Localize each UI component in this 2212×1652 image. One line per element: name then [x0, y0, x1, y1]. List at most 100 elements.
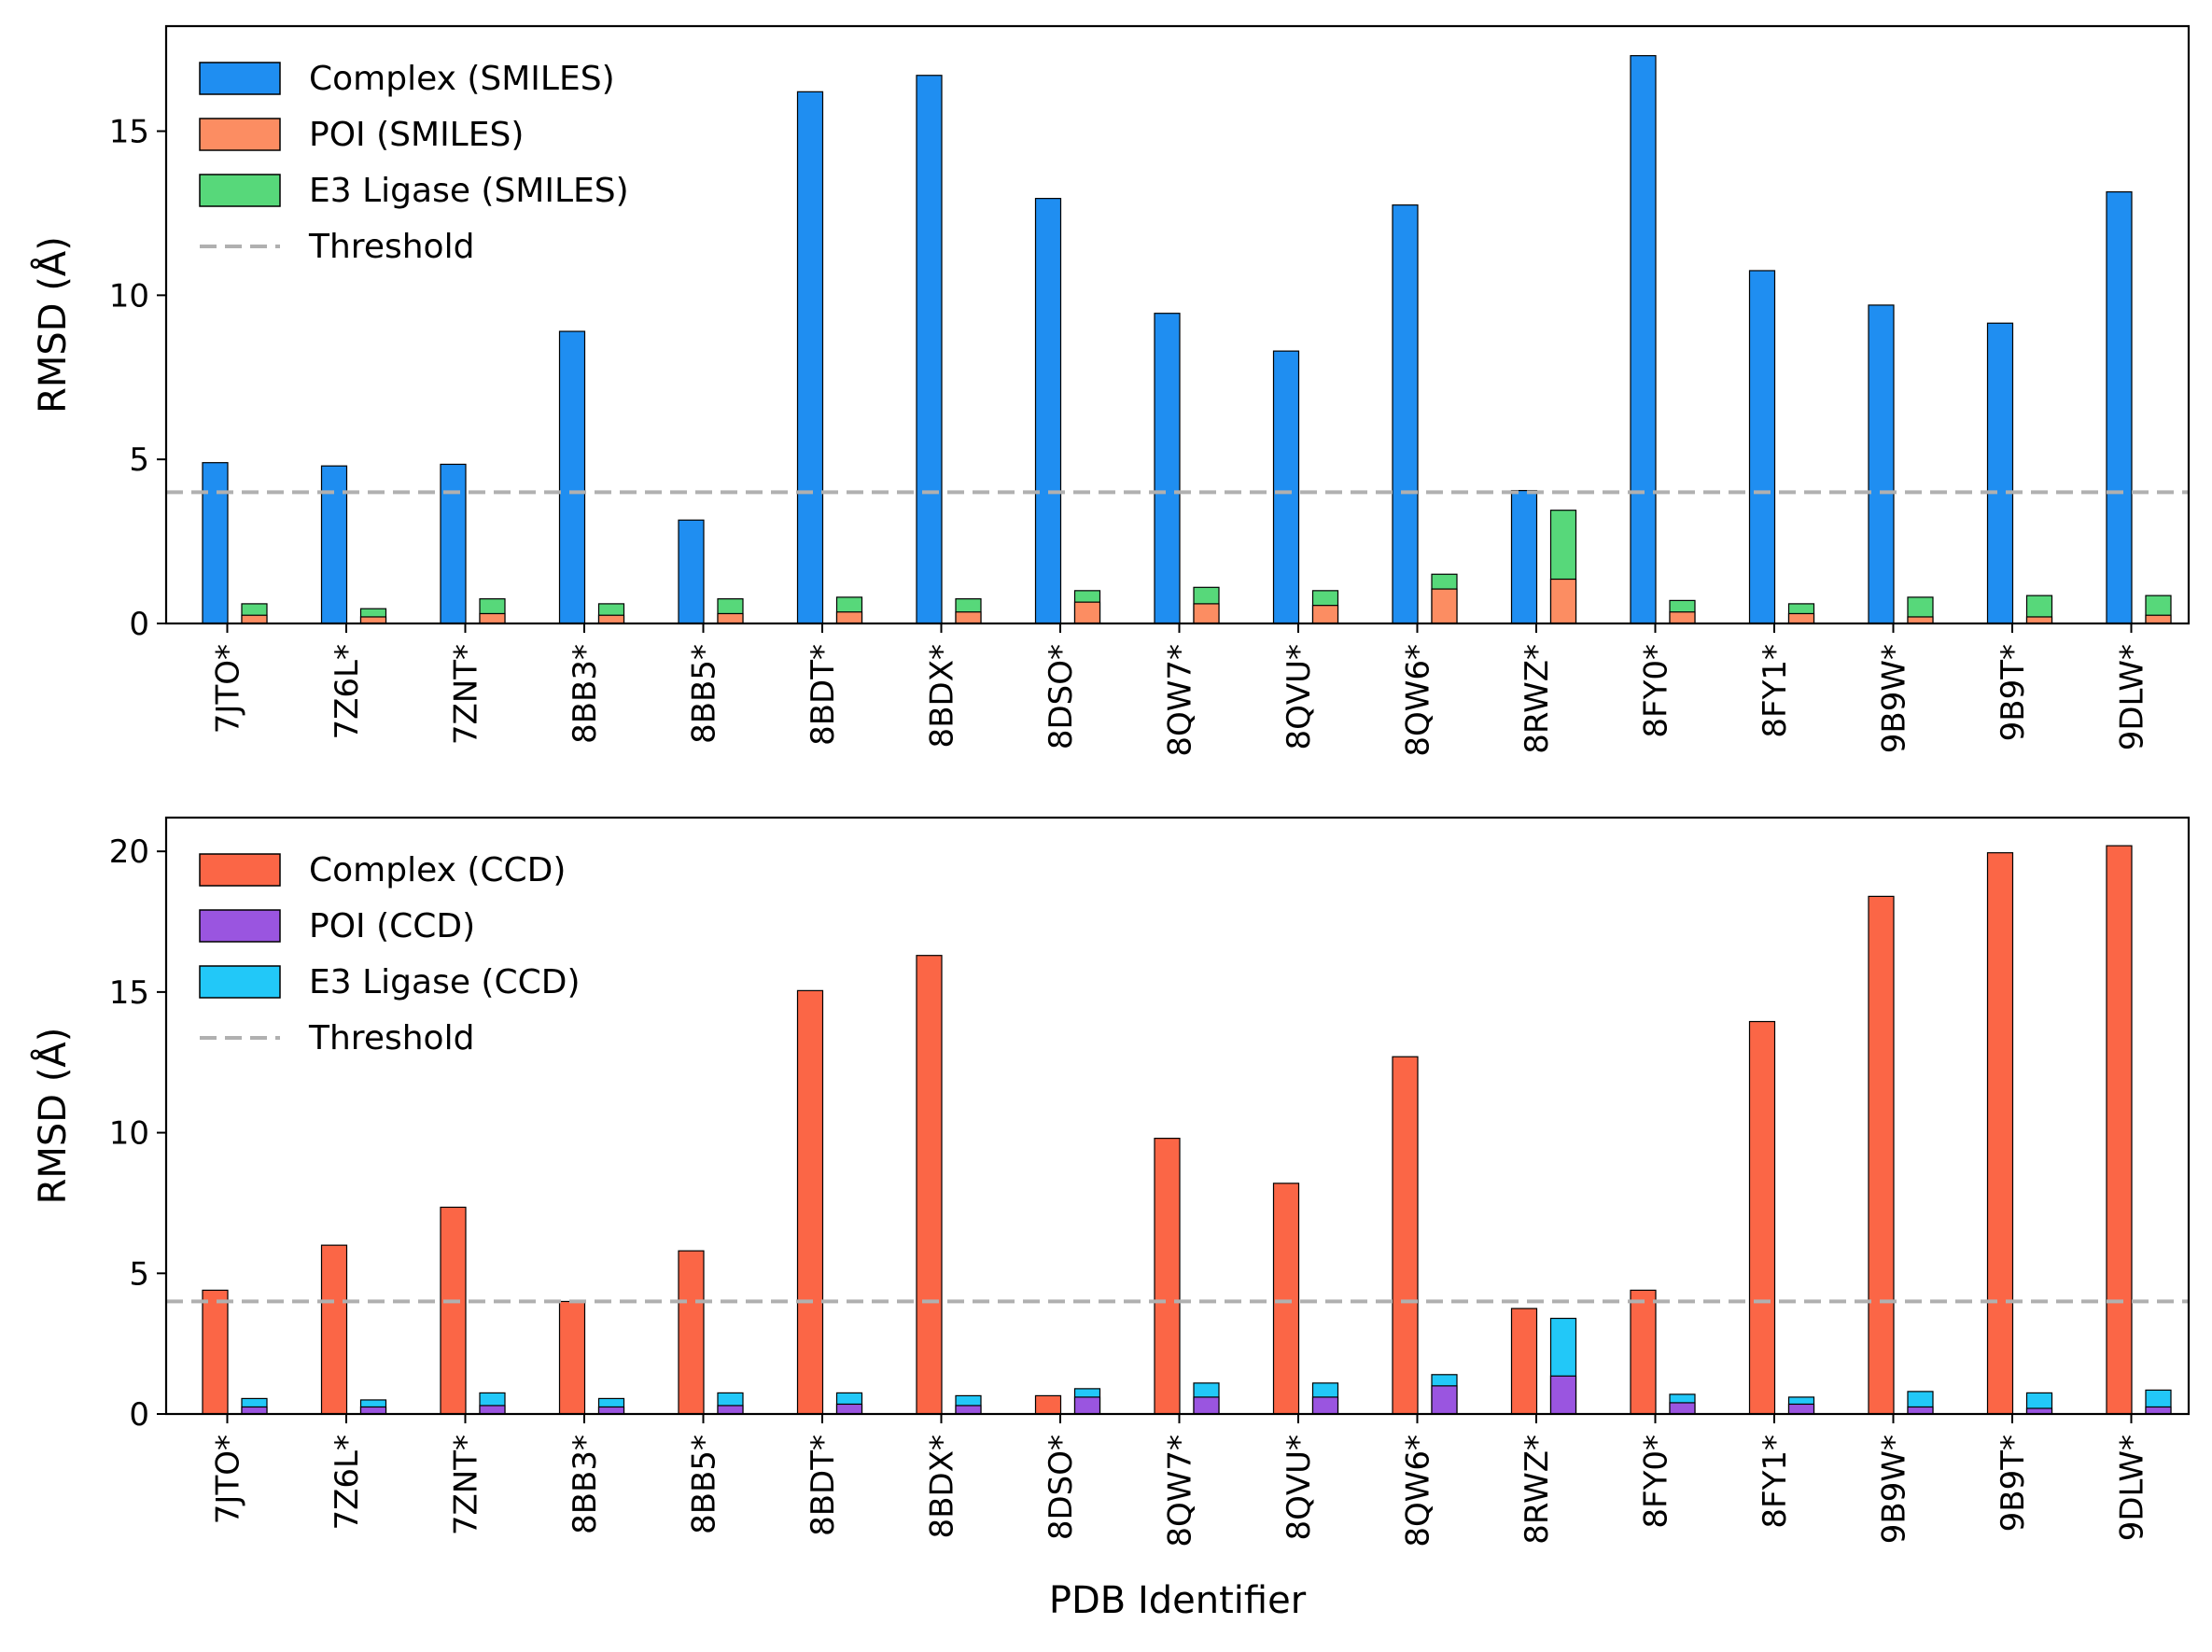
x-tick-label-8DSO: 8DSO* [1043, 1435, 1080, 1540]
bar-poi-8FY1 [1787, 612, 1815, 624]
x-tick-label-9B9T: 9B9T* [1995, 1435, 2032, 1532]
x-tick-label-8QW7: 8QW7* [1162, 1435, 1199, 1547]
bar-complex-8FY0 [1630, 1289, 1657, 1415]
y-tick-label: 15 [109, 114, 149, 151]
bar-poi-8BB3 [597, 1406, 625, 1415]
legend-swatch [199, 909, 281, 943]
bar-complex-7Z6L [320, 465, 348, 624]
bar-poi-8QVU [1311, 605, 1339, 624]
bar-complex-9B9W [1868, 895, 1895, 1415]
bar-complex-9B9T [1986, 322, 2014, 624]
bar-complex-8QW6 [1392, 1056, 1419, 1415]
bar-poi-8QW7 [1193, 1396, 1220, 1415]
bar-poi-8FY0 [1669, 611, 1696, 624]
bar-complex-8BB3 [558, 330, 586, 624]
bar-complex-7JTO [202, 1289, 229, 1415]
bar-poi-7ZNT [479, 612, 506, 624]
bar-complex-8FY0 [1630, 55, 1657, 624]
bar-complex-8RWZ [1510, 1308, 1538, 1415]
x-tick-label-7JTO: 7JTO* [210, 644, 247, 734]
x-tick-label-8FY0: 8FY0* [1638, 1435, 1675, 1529]
bar-poi-8RWZ [1549, 1375, 1577, 1415]
bar-complex-7ZNT [440, 1206, 467, 1415]
y-tick-label: 20 [109, 833, 149, 871]
x-tick-label-8BDX: 8BDX* [924, 644, 961, 748]
bar-poi-7Z6L [359, 1406, 387, 1415]
bar-complex-8BB3 [558, 1300, 586, 1415]
bar-poi-8BB3 [597, 614, 625, 624]
bar-poi-9DLW [2145, 614, 2172, 624]
bar-complex-8BB5 [678, 1250, 705, 1415]
legend-label: Threshold [308, 1019, 474, 1057]
y-tick-label: 10 [109, 277, 149, 315]
bar-complex-8RWZ [1510, 489, 1538, 624]
x-tick-label-8BDT: 8BDT* [805, 1435, 842, 1536]
legend-label: E3 Ligase (SMILES) [309, 172, 629, 210]
x-axis-title: PDB Identifier [1049, 1579, 1307, 1622]
bar-complex-8QVU [1272, 350, 1300, 624]
bar-poi-8BDT [835, 1403, 863, 1415]
x-tick-label-7ZNT: 7ZNT* [448, 644, 485, 745]
y-tick-label: 5 [129, 1255, 149, 1293]
x-tick-label-9DLW: 9DLW* [2114, 1435, 2151, 1541]
bar-complex-9DLW [2106, 190, 2133, 624]
plot-frame [164, 816, 2191, 1416]
bar-complex-8QW7 [1154, 1138, 1181, 1415]
bar-poi-8BDX [955, 611, 982, 624]
bar-poi-8BDT [835, 611, 863, 624]
x-tick-label-8BDX: 8BDX* [924, 1435, 961, 1538]
x-tick-label-8RWZ: 8RWZ* [1519, 644, 1556, 754]
bar-poi-8DSO [1073, 601, 1101, 624]
bar-poi-7JTO [241, 1406, 268, 1415]
x-tick-label-9B9T: 9B9T* [1995, 644, 2032, 741]
legend: Complex (SMILES) POI (SMILES) E3 Ligase (S… [199, 60, 629, 266]
y-tick-label: 0 [129, 1396, 149, 1434]
bar-poi-8DSO [1073, 1396, 1101, 1415]
bar-complex-8FY1 [1748, 270, 1776, 624]
x-tick-label-9B9W: 9B9W* [1876, 1435, 1913, 1544]
bar-poi-8BDX [955, 1405, 982, 1415]
y-tick-label: 5 [129, 441, 149, 479]
legend-label: POI (SMILES) [309, 116, 524, 154]
bar-poi-8QW6 [1431, 1385, 1458, 1415]
bar-complex-8FY1 [1748, 1020, 1776, 1415]
bar-complex-7Z6L [320, 1244, 348, 1415]
x-tick-label-8BB5: 8BB5* [686, 1435, 723, 1534]
bar-complex-8BB5 [678, 519, 705, 624]
legend-swatch [199, 965, 281, 999]
x-tick-label-8QVU: 8QVU* [1281, 1435, 1318, 1541]
legend-swatch [199, 174, 281, 207]
bar-complex-8DSO [1034, 198, 1062, 624]
x-tick-label-8FY0: 8FY0* [1638, 644, 1675, 738]
bar-poi-8BB5 [717, 1405, 744, 1415]
bar-poi-9B9W [1907, 1406, 1934, 1415]
legend-label: Complex (SMILES) [309, 60, 615, 98]
x-tick-label-8QVU: 8QVU* [1281, 644, 1318, 750]
x-tick-label-7Z6L: 7Z6L* [329, 1435, 366, 1531]
bar-complex-8QVU [1272, 1183, 1300, 1415]
x-tick-label-8QW6: 8QW6* [1400, 1435, 1437, 1547]
bar-poi-8RWZ [1549, 578, 1577, 624]
legend-label: Complex (CCD) [309, 851, 566, 889]
x-tick-label-8QW7: 8QW7* [1162, 644, 1199, 757]
bar-complex-9DLW [2106, 845, 2133, 1415]
bar-poi-8QW6 [1431, 588, 1458, 624]
x-tick-label-8BDT: 8BDT* [805, 644, 842, 746]
bar-complex-8BDT [796, 91, 824, 624]
x-tick-label-8DSO: 8DSO* [1043, 644, 1080, 749]
plot-frame [164, 24, 2191, 625]
x-tick-label-7JTO: 7JTO* [210, 1435, 247, 1524]
bar-poi-8BB5 [717, 612, 744, 624]
bar-poi-8FY1 [1787, 1403, 1815, 1415]
x-tick-label-7Z6L: 7Z6L* [329, 644, 366, 740]
bar-poi-8QW7 [1193, 603, 1220, 624]
legend-swatch [199, 118, 281, 151]
chart-panel-2: 0 5 10 15 20 7JTO* 7Z6L* 7ZNT* 8BB3* 8BB5* 8BDT* 8B… [30, 816, 2191, 1622]
bar-complex-9B9W [1868, 304, 1895, 624]
x-tick-label-8BB5: 8BB5* [686, 644, 723, 744]
y-axis-title: RMSD (Å) [30, 1028, 75, 1205]
y-axis-title: RMSD (Å) [30, 236, 75, 413]
x-tick-label-8QW6: 8QW6* [1400, 644, 1437, 757]
y-tick-label: 15 [109, 974, 149, 1012]
